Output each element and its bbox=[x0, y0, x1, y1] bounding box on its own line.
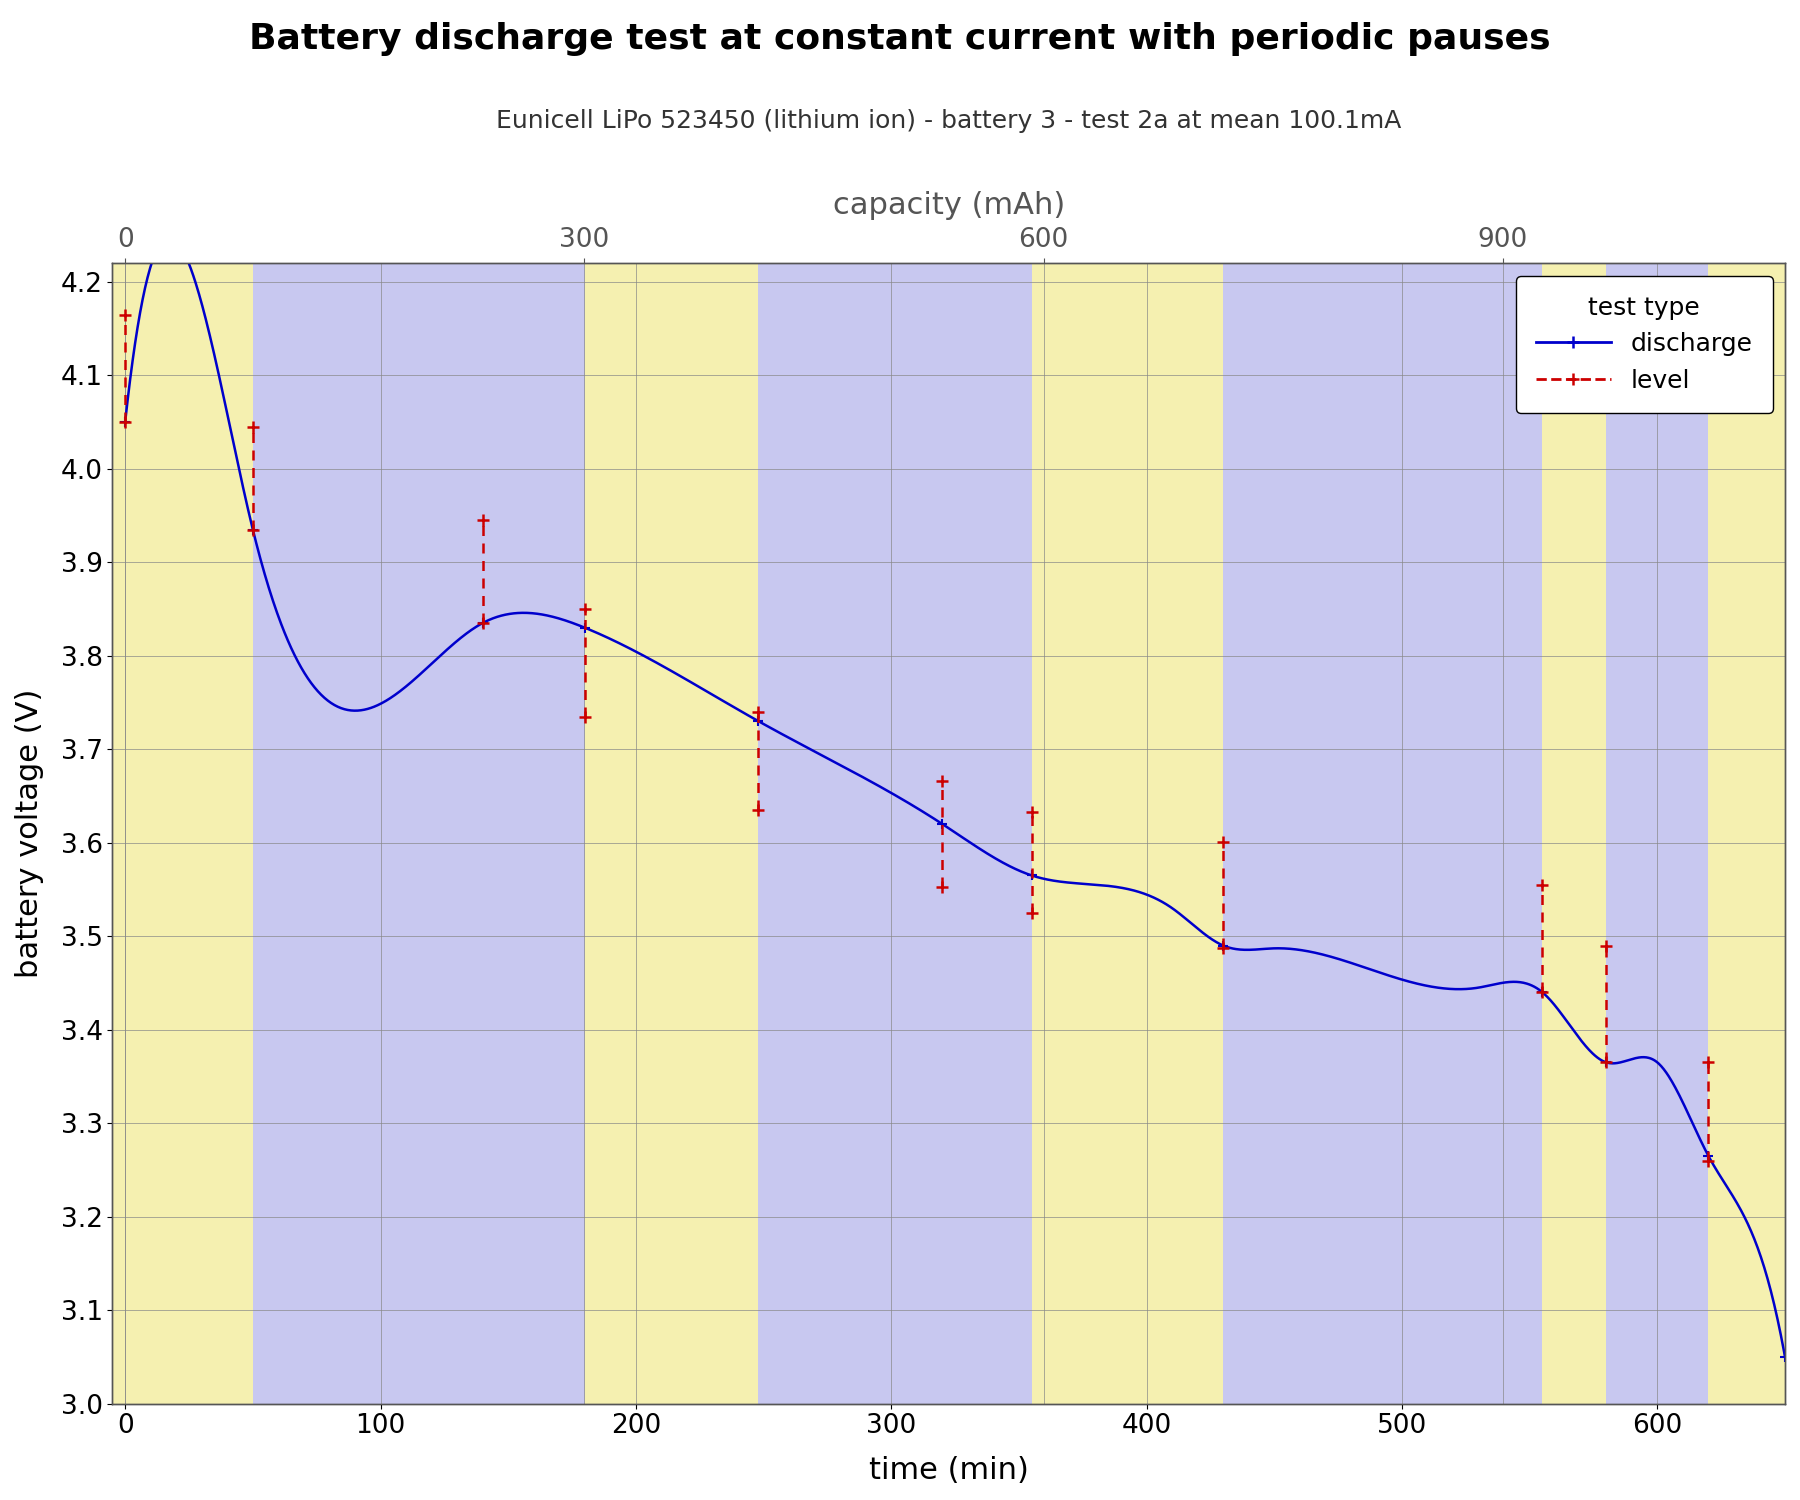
Text: Battery discharge test at constant current with periodic pauses: Battery discharge test at constant curre… bbox=[248, 22, 1552, 57]
X-axis label: capacity (mAh): capacity (mAh) bbox=[833, 190, 1066, 219]
Bar bbox=[252, 262, 585, 1404]
Bar bbox=[1224, 262, 1543, 1404]
Bar bbox=[1543, 262, 1606, 1404]
Bar bbox=[758, 262, 1031, 1404]
Bar bbox=[1708, 262, 1800, 1404]
Legend: discharge, level: discharge, level bbox=[1516, 276, 1773, 412]
Bar bbox=[585, 262, 758, 1404]
Bar bbox=[112, 262, 252, 1404]
Bar bbox=[1606, 262, 1708, 1404]
Bar bbox=[1031, 262, 1224, 1404]
Y-axis label: battery voltage (V): battery voltage (V) bbox=[14, 688, 43, 978]
X-axis label: time (min): time (min) bbox=[869, 1456, 1028, 1485]
Title: Eunicell LiPo 523450 (lithium ion) - battery 3 - test 2a at mean 100.1mA: Eunicell LiPo 523450 (lithium ion) - bat… bbox=[497, 110, 1402, 134]
